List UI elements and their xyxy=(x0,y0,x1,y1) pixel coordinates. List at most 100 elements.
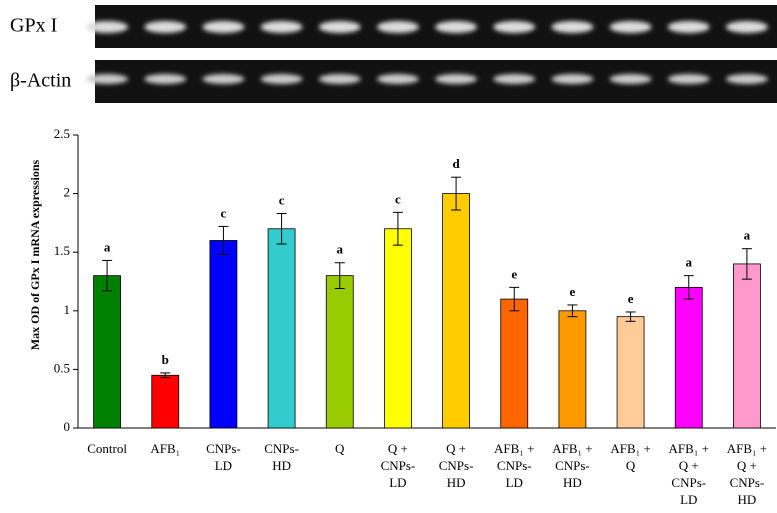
gel-band xyxy=(202,74,245,84)
bar xyxy=(93,275,121,429)
gel-label: GPx I xyxy=(10,15,57,37)
x-tick-line: AFB₁ + xyxy=(552,441,592,456)
error-bar xyxy=(683,275,694,300)
x-tick-line: LD xyxy=(215,458,232,473)
bar xyxy=(151,374,180,429)
error-bar xyxy=(451,176,462,211)
x-tick-line: Q + xyxy=(679,458,699,473)
bar xyxy=(733,263,761,429)
x-tick-line: AFB₁ + xyxy=(494,441,534,456)
gel-band xyxy=(725,21,768,33)
bar xyxy=(616,316,645,429)
x-tick-line: CNPs- xyxy=(671,475,706,490)
x-tick-label: AFB₁ + CNPs- LD xyxy=(494,441,534,490)
x-tick-label: Control xyxy=(87,441,127,456)
bar xyxy=(558,310,587,429)
significance-letter: a xyxy=(686,255,693,270)
gel-band xyxy=(551,21,594,33)
gel-band xyxy=(260,21,303,33)
bar xyxy=(442,193,470,429)
gel-band xyxy=(609,74,652,84)
significance-letter: c xyxy=(279,193,285,208)
significance-letter: a xyxy=(104,239,111,254)
gel-band xyxy=(376,21,419,33)
bar xyxy=(674,286,703,429)
error-bar xyxy=(567,304,578,318)
x-tick-line: LD xyxy=(506,475,523,490)
gel-band xyxy=(493,74,536,84)
significance-letter: e xyxy=(628,291,634,306)
error-bar xyxy=(218,225,229,256)
x-tick-label: AFB₁ + Q + CNPs- HD xyxy=(727,441,767,507)
x-tick-label: Q + CNPs- HD xyxy=(439,441,474,490)
bar xyxy=(500,298,529,429)
gel-band xyxy=(144,21,187,33)
x-tick-label: AFB₁ + Q + CNPs- LD xyxy=(669,441,709,507)
x-tick-line: AFB₁ + xyxy=(669,441,709,456)
error-bar xyxy=(160,372,171,379)
x-tick-line: Q xyxy=(335,441,345,456)
gel-label: β-Actin xyxy=(10,70,71,92)
gel-band xyxy=(376,74,419,84)
x-tick-line: LD xyxy=(680,492,697,507)
error-bar xyxy=(334,262,345,290)
error-bar xyxy=(102,259,113,292)
x-tick-line: Q xyxy=(626,458,636,473)
x-tick-line: Q + xyxy=(737,458,757,473)
gel-band xyxy=(725,74,768,84)
error-bar xyxy=(741,248,752,280)
x-tick-label: CNPs- HD xyxy=(264,441,299,473)
bar xyxy=(267,228,296,429)
significance-letter: c xyxy=(395,191,401,206)
x-tick-line: CNPs- xyxy=(730,475,765,490)
significance-letter: e xyxy=(570,284,576,299)
significance-letter: a xyxy=(744,228,751,243)
bar xyxy=(384,228,412,429)
error-bar xyxy=(276,213,287,245)
x-tick-line: HD xyxy=(272,458,291,473)
gel-band xyxy=(435,21,478,33)
x-tick-line: AFB₁ + xyxy=(610,441,650,456)
y-tick-label: 2.5 xyxy=(54,126,70,141)
x-tick-label: Q xyxy=(335,441,345,456)
gel-band xyxy=(260,74,303,84)
error-bar xyxy=(625,311,636,322)
significance-letter: e xyxy=(511,266,517,281)
significance-letter: c xyxy=(221,205,227,220)
x-tick-line: CNPs- xyxy=(555,458,590,473)
gel-band xyxy=(318,21,361,33)
x-tick-line: Q + xyxy=(388,441,408,456)
x-tick-line: AFB₁ + xyxy=(727,441,767,456)
x-tick-line: Q + xyxy=(446,441,466,456)
gel-band xyxy=(667,74,710,84)
gel-band xyxy=(318,74,361,84)
x-tick-line: LD xyxy=(389,475,406,490)
x-tick-line: CNPs- xyxy=(497,458,532,473)
gel-band xyxy=(202,21,245,33)
error-bar xyxy=(392,211,403,246)
bar xyxy=(209,240,238,429)
x-tick-line: CNPs- xyxy=(264,441,299,456)
x-tick-line: HD xyxy=(563,475,582,490)
gel-band xyxy=(144,74,187,84)
gel-band xyxy=(493,21,536,33)
x-tick-line: CNPs- xyxy=(381,458,416,473)
error-bar xyxy=(509,286,520,312)
y-axis-label: Max OD of GPx I mRNA expressions xyxy=(28,159,42,350)
gel-band xyxy=(435,74,478,84)
x-tick-label: AFB₁ xyxy=(150,441,180,456)
y-tick-label: 1 xyxy=(64,302,71,317)
x-tick-line: AFB₁ xyxy=(150,441,180,456)
gel-band xyxy=(86,74,129,84)
gel-band xyxy=(86,21,129,33)
x-tick-line: HD xyxy=(738,492,757,507)
y-tick-label: 1.5 xyxy=(54,243,70,258)
gel-band xyxy=(667,21,710,33)
significance-letter: d xyxy=(452,156,460,171)
x-tick-label: AFB₁ + Q xyxy=(610,441,650,473)
y-tick-label: 2 xyxy=(64,185,71,200)
bar xyxy=(325,275,354,429)
significance-letter: b xyxy=(162,352,169,367)
